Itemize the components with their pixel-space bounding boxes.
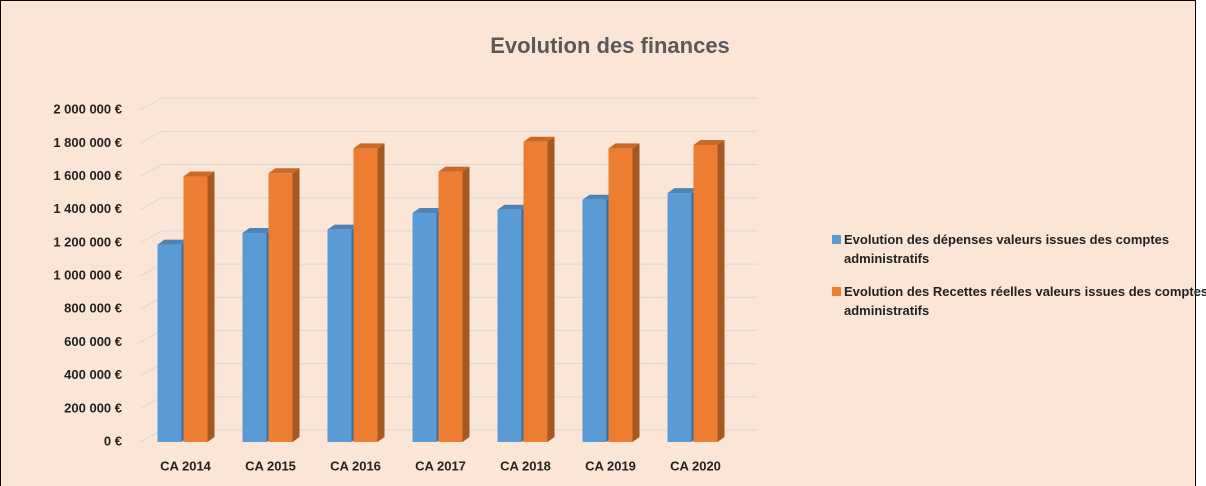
legend-label: Evolution des Recettes réelles valeurs i…	[844, 284, 1206, 318]
y-tick-label: 1 000 000 €	[53, 268, 122, 283]
bar	[608, 143, 640, 442]
y-tick-label: 1 800 000 €	[53, 135, 122, 150]
legend-item: Evolution des Recettes réelles valeurs i…	[832, 282, 1206, 320]
bar	[693, 140, 725, 443]
x-tick-label: CA 2016	[330, 458, 381, 473]
x-tick-label: CA 2019	[585, 458, 636, 473]
x-tick-label: CA 2018	[500, 458, 551, 473]
x-tick-label: CA 2017	[415, 458, 466, 473]
grid-line	[139, 164, 757, 177]
bar	[183, 171, 215, 442]
y-tick-label: 200 000 €	[64, 400, 122, 415]
chart-title: Evolution des finances	[490, 33, 730, 58]
grid-line	[139, 230, 757, 244]
y-tick-label: 0 €	[104, 433, 122, 448]
bar	[523, 136, 555, 443]
x-tick-label: CA 2020	[670, 458, 721, 473]
y-tick-label: 1 400 000 €	[53, 201, 122, 216]
x-tick-label: CA 2015	[245, 458, 296, 473]
bar	[268, 168, 300, 442]
legend-item: Evolution des dépenses valeurs issues de…	[832, 230, 1206, 268]
legend-swatch	[832, 287, 841, 296]
y-tick-label: 1 200 000 €	[53, 234, 122, 249]
bar	[353, 143, 385, 442]
bar	[438, 166, 470, 442]
x-tick-label: CA 2014	[160, 458, 212, 473]
grid-line	[139, 97, 757, 111]
y-tick-label: 400 000 €	[64, 367, 122, 382]
grid-line	[139, 197, 757, 211]
legend: Evolution des dépenses valeurs issues de…	[832, 230, 1206, 334]
legend-label: Evolution des dépenses valeurs issues de…	[844, 232, 1170, 266]
legend-swatch	[832, 235, 841, 244]
y-tick-label: 800 000 €	[64, 301, 122, 316]
grid-line	[139, 130, 757, 144]
y-tick-label: 1 600 000 €	[53, 168, 122, 183]
bar	[582, 194, 614, 442]
y-tick-label: 600 000 €	[64, 334, 122, 349]
y-tick-label: 2 000 000 €	[53, 102, 122, 117]
